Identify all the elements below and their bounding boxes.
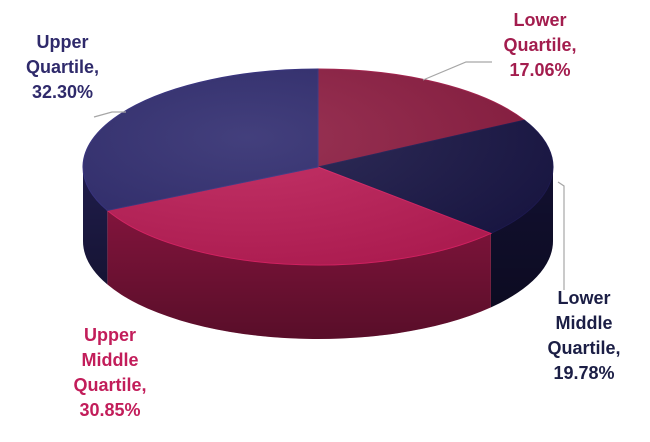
slice-label-upper-middle-quartile: Upper Middle Quartile, 30.85% (40, 323, 180, 423)
slice-label-line: Quartile, (547, 338, 621, 358)
slice-label-line: 19.78% (553, 363, 615, 383)
slice-side-shading (107, 210, 491, 339)
slice-label-lower-quartile: Lower Quartile, 17.06% (470, 8, 610, 83)
slice-label-line: Upper (36, 32, 89, 52)
slice-side-shading (83, 167, 108, 285)
pie-sides (83, 167, 553, 339)
slice-label-upper-quartile: Upper Quartile, 32.30% (0, 30, 125, 105)
slice-label-line: 32.30% (31, 82, 94, 102)
slice-label-line: Quartile, (73, 375, 147, 395)
slice-label-line: Upper (83, 325, 136, 345)
slice-label-line: Lower (513, 10, 567, 30)
leader-line (557, 181, 565, 290)
slice-label-lower-middle-quartile: Lower Middle Quartile, 19.78% (520, 286, 648, 386)
leader-line (93, 111, 126, 118)
slice-label-line: 30.85% (79, 400, 141, 420)
slice-label-line: Quartile, (503, 35, 577, 55)
leader-line (422, 61, 492, 81)
pie-top-sheen (83, 69, 553, 265)
slice-label-line: Lower (557, 288, 611, 308)
slice-label-line: 17.06% (509, 60, 571, 80)
slice-label-line: Middle (555, 313, 613, 333)
pie-slices (82, 68, 554, 266)
leader-lines (93, 61, 565, 290)
slice-label-line: Quartile, (25, 57, 100, 77)
slice-label-line: Middle (81, 350, 139, 370)
